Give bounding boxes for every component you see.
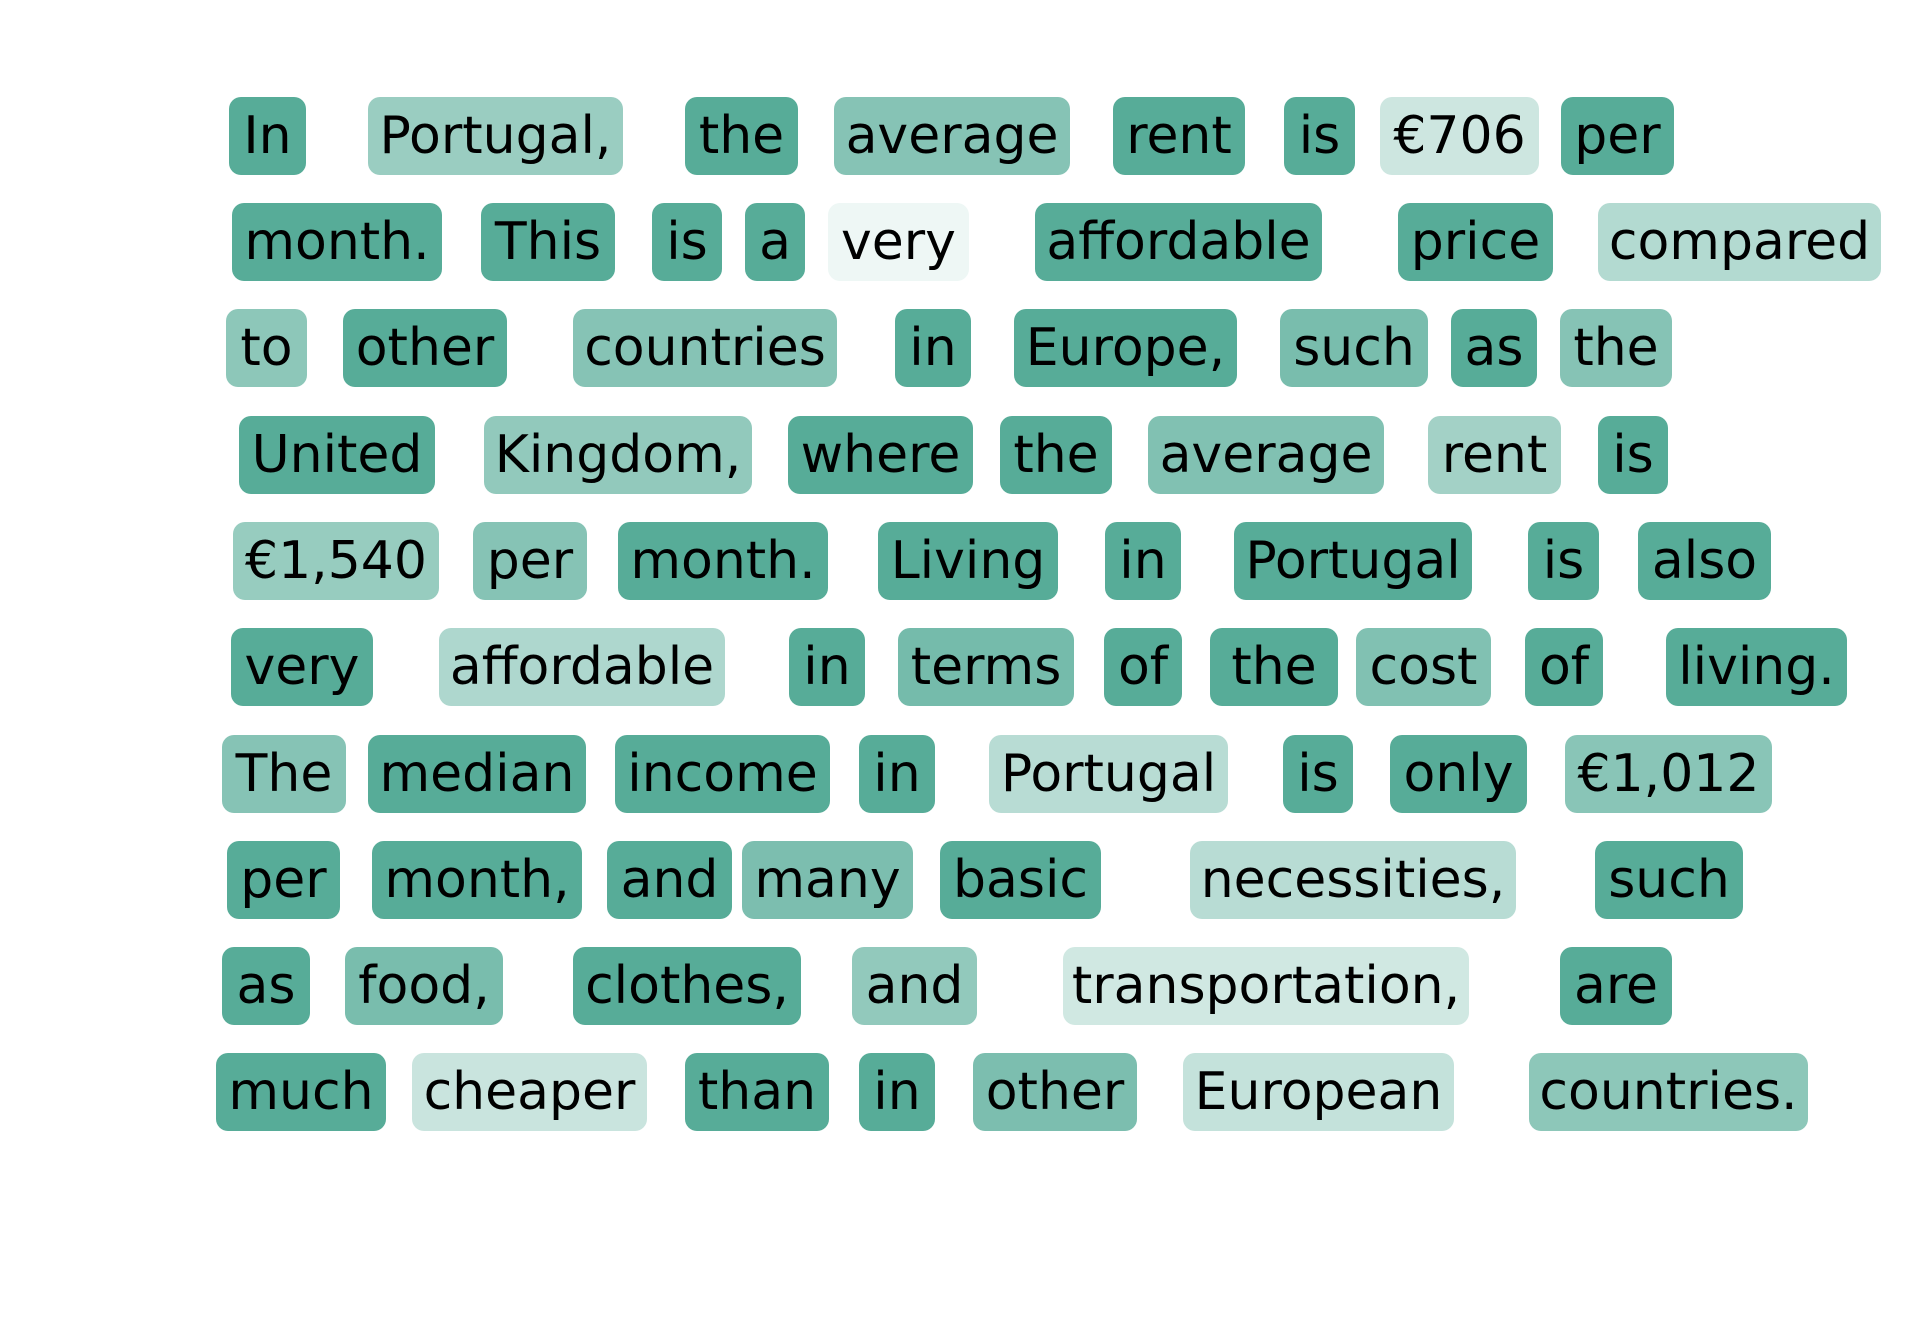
token-chip: only [1390, 735, 1527, 813]
token-chip: to [226, 309, 307, 387]
token-chip: per [227, 841, 340, 919]
token-chip: European [1183, 1053, 1454, 1131]
token-chip: than [685, 1053, 829, 1131]
token-chip: the [1210, 628, 1338, 706]
token-chip: Portugal [989, 735, 1228, 813]
token-chip: month. [232, 203, 442, 281]
token-chip: €706 [1380, 97, 1539, 175]
token-chip: such [1280, 309, 1428, 387]
token-chip: This [481, 203, 615, 281]
token-chip: the [1560, 309, 1672, 387]
token-chip: month. [618, 522, 828, 600]
token-chip: transportation, [1063, 947, 1469, 1025]
token-chip: countries. [1529, 1053, 1808, 1131]
token-chip: in [859, 735, 935, 813]
token-chip: cost [1356, 628, 1491, 706]
token-chip: much [216, 1053, 386, 1131]
token-chip: €1,012 [1565, 735, 1772, 813]
token-chip: such [1595, 841, 1743, 919]
token-chip: compared [1598, 203, 1881, 281]
token-chip: other [973, 1053, 1137, 1131]
token-chip: Portugal, [368, 97, 623, 175]
token-chip: income [615, 735, 830, 813]
token-chip: the [1000, 416, 1112, 494]
token-chip: are [1560, 947, 1672, 1025]
token-chip: and [607, 841, 732, 919]
token-chip: also [1638, 522, 1771, 600]
token-chip: of [1104, 628, 1182, 706]
token-chip: rent [1428, 416, 1561, 494]
token-chip: terms [898, 628, 1074, 706]
token-chip: In [229, 97, 306, 175]
token-chip: rent [1113, 97, 1245, 175]
token-chip: basic [940, 841, 1101, 919]
token-chip: where [788, 416, 973, 494]
token-chip: and [852, 947, 977, 1025]
token-chip: affordable [439, 628, 725, 706]
token-chip: in [859, 1053, 935, 1131]
token-chip: is [1528, 522, 1599, 600]
token-chip: cheaper [412, 1053, 647, 1131]
token-chip: per [473, 522, 587, 600]
token-chip: countries [573, 309, 837, 387]
token-chip: The [222, 735, 346, 813]
token-chip: necessities, [1190, 841, 1516, 919]
token-chip: Living [878, 522, 1058, 600]
token-chip: food, [345, 947, 503, 1025]
token-chip: in [789, 628, 865, 706]
token-chip: price [1398, 203, 1553, 281]
token-chip: very [231, 628, 373, 706]
token-chip: is [1283, 735, 1353, 813]
token-chip: a [745, 203, 805, 281]
token-chip: many [742, 841, 913, 919]
token-chip: Europe, [1014, 309, 1237, 387]
token-chip: is [652, 203, 722, 281]
token-chip: very [828, 203, 969, 281]
token-chip: Kingdom, [484, 416, 752, 494]
token-chip: is [1284, 97, 1355, 175]
token-chip: living. [1666, 628, 1847, 706]
token-chip: in [895, 309, 971, 387]
token-chip: other [343, 309, 507, 387]
token-chip: in [1105, 522, 1181, 600]
token-chip: as [1451, 309, 1537, 387]
token-chip: month, [372, 841, 582, 919]
token-chip: per [1561, 97, 1674, 175]
token-chip: average [834, 97, 1070, 175]
token-chip: as [222, 947, 310, 1025]
token-chip: average [1148, 416, 1384, 494]
token-chip: affordable [1035, 203, 1322, 281]
token-chip: the [685, 97, 798, 175]
token-chip: United [239, 416, 435, 494]
token-chip: €1,540 [233, 522, 439, 600]
token-chip: Portugal [1234, 522, 1472, 600]
token-chip: median [368, 735, 586, 813]
token-chip: clothes, [573, 947, 801, 1025]
token-chip: is [1598, 416, 1668, 494]
token-chip: of [1525, 628, 1603, 706]
